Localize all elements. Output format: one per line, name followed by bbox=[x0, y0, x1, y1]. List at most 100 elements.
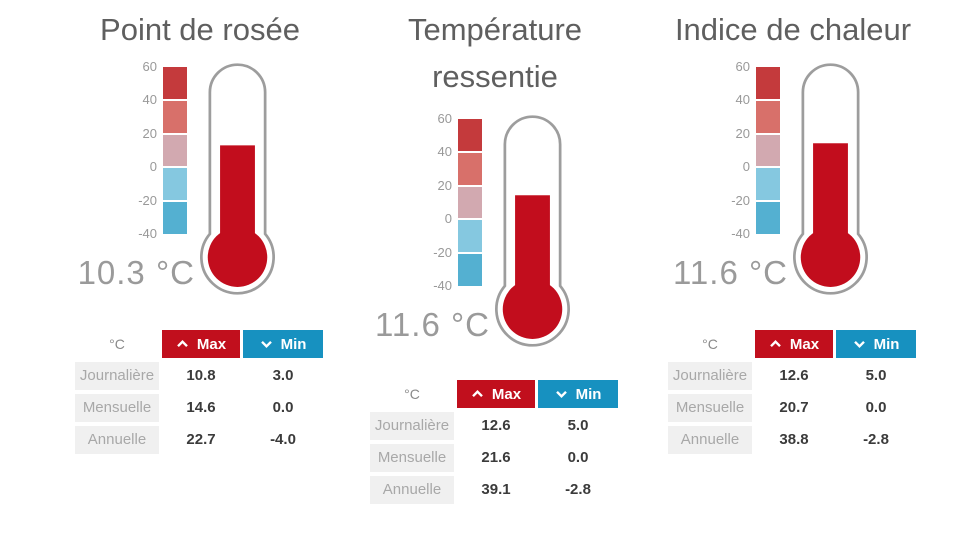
current-reading: 11.6 °C bbox=[673, 254, 788, 291]
chevron-down-icon bbox=[853, 340, 865, 348]
yearly-max-value: 39.1 bbox=[481, 481, 511, 498]
yearly-max-value: 38.8 bbox=[779, 431, 809, 448]
row-label-daily: Journalière bbox=[370, 412, 454, 440]
tick-label: 60 bbox=[437, 111, 452, 126]
daily-max-value: 12.6 bbox=[779, 367, 809, 384]
tick-label: 0 bbox=[444, 211, 452, 226]
scale-tick-labels: 60 40 20 0 -20 -40 bbox=[85, 59, 157, 241]
panel-title: Température ressentie bbox=[350, 6, 640, 100]
tick-label: 20 bbox=[437, 178, 452, 193]
max-button[interactable]: Max bbox=[457, 380, 535, 408]
min-button-label: Min bbox=[575, 385, 602, 403]
thermometer-icon bbox=[793, 63, 868, 295]
row-label-yearly: Annuelle bbox=[668, 426, 752, 454]
scale-segment bbox=[163, 67, 187, 99]
tick-label: 0 bbox=[742, 159, 750, 174]
panel-title-line1: Point de rosée bbox=[100, 12, 300, 47]
thermometer-gauge: 60 40 20 0 -20 -40 11.6 °C bbox=[350, 111, 640, 372]
scale-tick-labels: 60 40 20 0 -20 -40 bbox=[380, 111, 452, 293]
scale-segment bbox=[458, 254, 482, 286]
unit-header: °C bbox=[702, 336, 718, 352]
row-label-monthly: Mensuelle bbox=[75, 394, 159, 422]
scale-segment bbox=[163, 134, 187, 167]
stats-table: °C Max Min Journalière 12.6 5.0 Mensuell… bbox=[668, 330, 916, 454]
yearly-min-value: -4.0 bbox=[270, 431, 296, 448]
tick-label: 40 bbox=[735, 92, 750, 107]
chevron-down-icon bbox=[555, 390, 567, 398]
thermometer-icon bbox=[200, 63, 275, 295]
daily-min-value: 5.0 bbox=[567, 417, 589, 434]
panel-heat-index: Indice de chaleur 60 40 20 0 -20 -40 11.… bbox=[648, 0, 938, 536]
scale-segment bbox=[458, 186, 482, 219]
yearly-min-value: -2.8 bbox=[565, 481, 591, 498]
scale-segment bbox=[756, 134, 780, 167]
scale-segment bbox=[458, 119, 482, 151]
row-label-yearly: Annuelle bbox=[370, 476, 454, 504]
chevron-up-icon bbox=[770, 340, 781, 348]
daily-max-value: 10.8 bbox=[186, 367, 216, 384]
max-button-label: Max bbox=[789, 335, 820, 353]
monthly-max-value: 14.6 bbox=[186, 399, 216, 416]
tick-label: 20 bbox=[142, 126, 157, 141]
temperature-color-scale bbox=[163, 67, 187, 234]
scale-tick-labels: 60 40 20 0 -20 -40 bbox=[678, 59, 750, 241]
stats-table: °C Max Min Journalière 12.6 5.0 Mensuell… bbox=[370, 380, 618, 504]
scale-segment bbox=[458, 220, 482, 253]
unit-header: °C bbox=[404, 386, 420, 402]
min-button[interactable]: Min bbox=[538, 380, 618, 408]
scale-segment bbox=[163, 100, 187, 133]
tick-label: -40 bbox=[138, 226, 157, 241]
min-button-label: Min bbox=[280, 335, 307, 353]
temperature-color-scale bbox=[458, 119, 482, 286]
tick-label: 0 bbox=[149, 159, 157, 174]
min-button[interactable]: Min bbox=[836, 330, 916, 358]
panel-title-line2: ressentie bbox=[432, 59, 558, 94]
daily-min-value: 5.0 bbox=[865, 367, 887, 384]
panel-feels-like: Température ressentie 60 40 20 0 -20 -40… bbox=[350, 0, 640, 536]
tick-label: 40 bbox=[437, 144, 452, 159]
scale-segment bbox=[458, 152, 482, 185]
tick-label: -40 bbox=[433, 278, 452, 293]
row-label-monthly: Mensuelle bbox=[370, 444, 454, 472]
yearly-max-value: 22.7 bbox=[186, 431, 216, 448]
panel-title-line1: Indice de chaleur bbox=[674, 12, 912, 47]
stats-table: °C Max Min Journalière 10.8 3.0 Mensuell… bbox=[75, 330, 323, 454]
tick-label: -40 bbox=[731, 226, 750, 241]
thermometer-gauge: 60 40 20 0 -20 -40 11.6 °C bbox=[648, 59, 938, 320]
panel-title-line1: Température bbox=[407, 12, 583, 47]
scale-segment bbox=[163, 202, 187, 234]
max-button[interactable]: Max bbox=[162, 330, 240, 358]
monthly-min-value: 0.0 bbox=[567, 449, 589, 466]
scale-segment bbox=[756, 168, 780, 201]
daily-min-value: 3.0 bbox=[272, 367, 294, 384]
panel-title: Indice de chaleur bbox=[648, 6, 938, 53]
chevron-up-icon bbox=[177, 340, 188, 348]
max-button[interactable]: Max bbox=[755, 330, 833, 358]
tick-label: -20 bbox=[731, 193, 750, 208]
max-button-label: Max bbox=[196, 335, 227, 353]
max-button-label: Max bbox=[491, 385, 522, 403]
thermometer-icon bbox=[495, 115, 570, 347]
monthly-min-value: 0.0 bbox=[865, 399, 887, 416]
monthly-max-value: 20.7 bbox=[779, 399, 809, 416]
tick-label: 60 bbox=[735, 59, 750, 74]
yearly-min-value: -2.8 bbox=[863, 431, 889, 448]
monthly-min-value: 0.0 bbox=[272, 399, 294, 416]
min-button-label: Min bbox=[873, 335, 900, 353]
thermometer-gauge: 60 40 20 0 -20 -40 10.3 °C bbox=[55, 59, 345, 320]
unit-header: °C bbox=[109, 336, 125, 352]
row-label-yearly: Annuelle bbox=[75, 426, 159, 454]
scale-segment bbox=[163, 168, 187, 201]
tick-label: -20 bbox=[138, 193, 157, 208]
daily-max-value: 12.6 bbox=[481, 417, 511, 434]
chevron-down-icon bbox=[260, 340, 272, 348]
scale-segment bbox=[756, 202, 780, 234]
chevron-up-icon bbox=[472, 390, 483, 398]
panel-dew-point: Point de rosée 60 40 20 0 -20 -40 10.3 °… bbox=[55, 0, 345, 536]
tick-label: -20 bbox=[433, 245, 452, 260]
temperature-color-scale bbox=[756, 67, 780, 234]
row-label-daily: Journalière bbox=[668, 362, 752, 390]
current-reading: 10.3 °C bbox=[77, 254, 195, 291]
tick-label: 60 bbox=[142, 59, 157, 74]
min-button[interactable]: Min bbox=[243, 330, 323, 358]
